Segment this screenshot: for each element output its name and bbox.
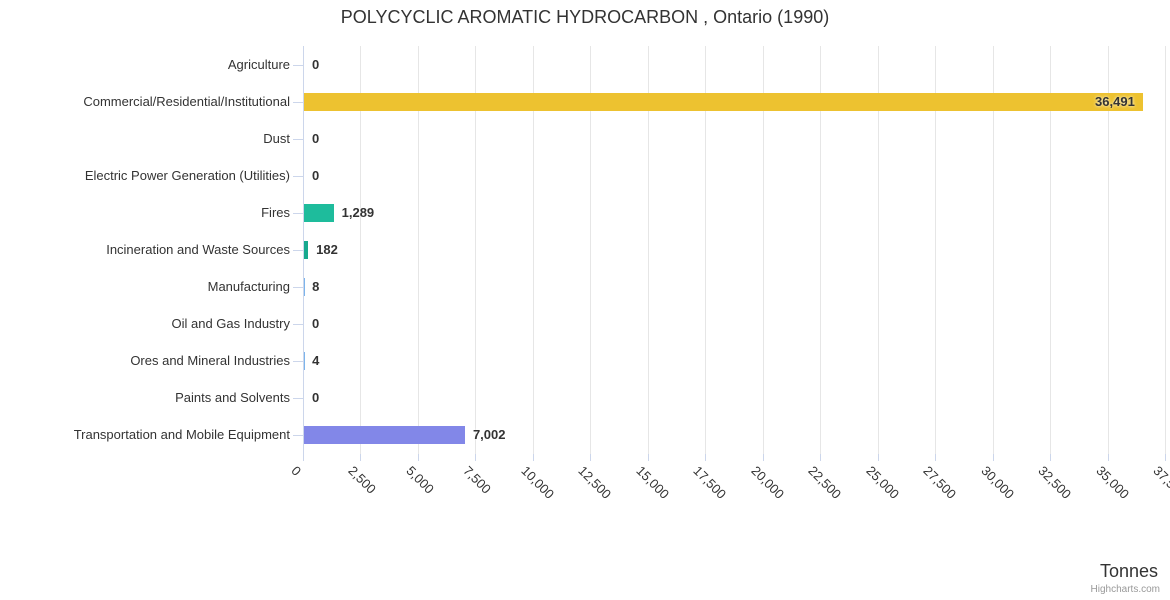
category-label: Incineration and Waste Sources: [106, 242, 290, 257]
value-label: 0: [312, 167, 320, 183]
gridline: [820, 46, 822, 454]
x-axis-label: 35,000: [1092, 463, 1132, 502]
x-axis-tick: [705, 454, 707, 461]
x-axis-label: 17,500: [690, 463, 730, 502]
bar[interactable]: [304, 426, 465, 445]
x-axis-tick: [992, 454, 994, 461]
gridline: [475, 46, 477, 454]
value-label: 0: [312, 130, 320, 146]
x-axis-tick: [1107, 454, 1109, 461]
category-tick: [293, 101, 303, 103]
x-axis-label: 7,500: [460, 463, 495, 497]
x-axis-label: 12,500: [575, 463, 615, 502]
value-label: 4: [312, 353, 320, 369]
category-label: Transportation and Mobile Equipment: [73, 427, 290, 443]
category-tick: [293, 398, 303, 400]
x-axis-label: 15,000: [633, 463, 672, 502]
value-label: 1,289: [341, 204, 375, 220]
bar[interactable]: [304, 241, 309, 259]
gridline: [1165, 46, 1166, 454]
x-axis-label: 0: [288, 463, 305, 479]
x-axis-label: 37,500: [1150, 463, 1170, 502]
category-tick: [293, 287, 303, 289]
x-axis-tick: [590, 454, 592, 461]
category-label: Fires: [261, 204, 290, 220]
value-label: 182: [316, 242, 338, 257]
category-label: Paints and Solvents: [175, 390, 290, 406]
x-axis-tick: [647, 454, 649, 461]
category-tick: [293, 138, 303, 140]
x-axis-tick: [360, 454, 362, 461]
gridline: [935, 46, 937, 454]
gridline: [647, 46, 649, 454]
x-axis-title: Tonnes: [1099, 561, 1158, 581]
gridline: [1050, 46, 1052, 454]
gridline: [705, 46, 707, 454]
gridline: [762, 46, 764, 454]
gridline: [1107, 46, 1109, 454]
value-label: 0: [312, 390, 320, 406]
value-label: 0: [312, 56, 320, 72]
x-axis-tick: [417, 454, 419, 461]
highcharts-credit-link[interactable]: Highcharts.com: [1090, 584, 1160, 595]
x-axis-label: 5,000: [403, 463, 437, 497]
value-label: 8: [312, 279, 320, 295]
category-label: Dust: [263, 130, 290, 146]
category-label: Ores and Mineral Industries: [130, 353, 290, 369]
bar[interactable]: [304, 203, 334, 222]
x-axis-label: 30,000: [977, 463, 1017, 502]
x-axis-tick: [762, 454, 764, 461]
x-axis-tick: [820, 454, 822, 461]
x-axis-label: 27,500: [920, 463, 960, 502]
x-axis-tick: [877, 454, 879, 461]
x-axis-tick: [303, 454, 304, 461]
x-axis-tick: [475, 454, 477, 461]
value-label: 36,491: [1095, 93, 1135, 109]
gridline: [417, 46, 419, 454]
category-tick: [293, 212, 303, 214]
value-label: 7,002: [472, 427, 506, 443]
gridline: [532, 46, 534, 454]
category-label: Manufacturing: [207, 279, 290, 295]
category-tick: [293, 64, 303, 66]
x-axis-tick: [935, 454, 937, 461]
category-tick: [293, 250, 303, 251]
x-axis-tick: [532, 454, 534, 461]
x-axis-tick: [1050, 454, 1052, 461]
chart-title: POLYCYCLIC AROMATIC HYDROCARBON , Ontari…: [340, 7, 830, 27]
x-axis-label: 20,000: [748, 463, 787, 502]
gridline: [360, 46, 362, 454]
category-tick: [293, 435, 303, 437]
category-tick: [293, 361, 303, 363]
category-label: Oil and Gas Industry: [171, 316, 291, 332]
category-label: Electric Power Generation (Utilities): [84, 167, 290, 183]
bar[interactable]: [304, 92, 1143, 111]
gridline: [590, 46, 592, 454]
gridline: [992, 46, 994, 454]
x-axis-label: 25,000: [863, 463, 902, 502]
category-tick: [293, 175, 303, 177]
x-axis-label: 10,000: [518, 463, 557, 502]
x-axis-label: 2,500: [345, 463, 380, 497]
category-tick: [293, 324, 303, 326]
x-axis-label: 32,500: [1035, 463, 1075, 502]
category-label: Commercial/Residential/Institutional: [83, 93, 290, 109]
value-label: 0: [312, 316, 320, 332]
plot-area: [303, 46, 1166, 454]
x-axis-tick: [1165, 454, 1166, 461]
category-label: Agriculture: [227, 56, 290, 72]
x-axis-label: 22,500: [805, 463, 845, 502]
gridline: [877, 46, 879, 454]
